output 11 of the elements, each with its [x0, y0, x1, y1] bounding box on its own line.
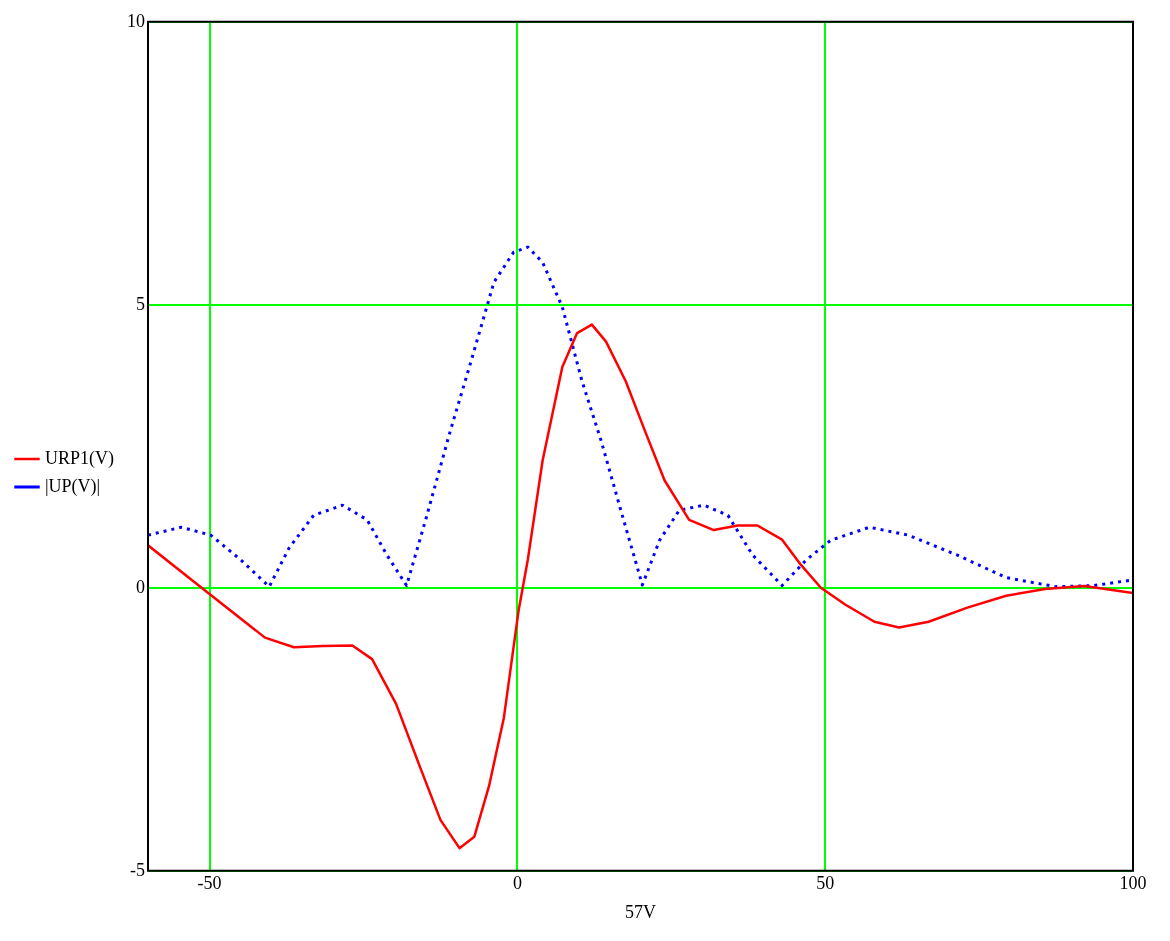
x-tick-label: 100 — [1119, 873, 1147, 894]
y-tick-label: 5 — [136, 293, 145, 314]
x-tick-label: 0 — [512, 873, 522, 894]
x-axis-title: 57V — [625, 901, 656, 922]
y-tick-label: 10 — [127, 10, 145, 31]
y-tick-label: 0 — [136, 576, 145, 597]
y-tick-label: -5 — [130, 859, 145, 880]
x-tick-label: -50 — [197, 873, 222, 894]
legend-label: |UP(V)| — [45, 475, 101, 497]
x-tick-label: 50 — [816, 873, 835, 894]
legend-label: URP1(V) — [45, 447, 115, 469]
